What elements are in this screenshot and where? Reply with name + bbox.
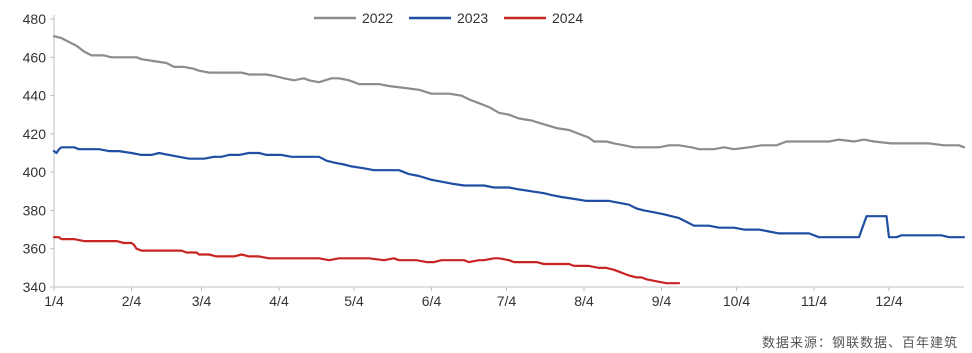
legend-label-2022: 2022 bbox=[362, 10, 393, 26]
series-layer bbox=[52, 35, 966, 285]
series-line-2023 bbox=[52, 146, 966, 239]
source-note: 数据来源：钢联数据、百年建筑 bbox=[762, 335, 958, 351]
axes-layer: 340 360 380 400 420 440 460 480 1/4 2/4 3/4 4/4 5/4 6… bbox=[23, 11, 964, 309]
x-tick-label: 3/4 bbox=[192, 293, 212, 309]
y-tick-label: 420 bbox=[23, 126, 47, 142]
x-tick-label: 1/4 bbox=[44, 293, 64, 309]
x-tick-label: 7/4 bbox=[497, 293, 517, 309]
series-line-2022 bbox=[52, 35, 966, 151]
x-tick-label: 10/4 bbox=[723, 293, 750, 309]
legend-label-2024: 2024 bbox=[552, 10, 583, 26]
y-tick-label: 480 bbox=[23, 11, 47, 27]
x-tick-label: 9/4 bbox=[652, 293, 672, 309]
y-tick-label: 360 bbox=[23, 241, 47, 257]
legend: 2022 2023 2024 bbox=[314, 10, 583, 26]
x-tick-label: 5/4 bbox=[344, 293, 364, 309]
x-tick-label: 11/4 bbox=[801, 293, 827, 309]
x-tick-label: 4/4 bbox=[269, 293, 289, 309]
series-line-2024 bbox=[52, 236, 681, 285]
legend-label-2023: 2023 bbox=[457, 10, 488, 26]
y-tick-label: 380 bbox=[23, 202, 47, 218]
x-tick-label: 6/4 bbox=[422, 293, 442, 309]
y-tick-label: 400 bbox=[23, 164, 47, 180]
x-tick-label: 2/4 bbox=[122, 293, 142, 309]
y-tick-label: 340 bbox=[23, 279, 47, 295]
y-tick-label: 440 bbox=[23, 88, 47, 104]
x-tick-label: 12/4 bbox=[875, 293, 902, 309]
y-tick-label: 460 bbox=[23, 49, 47, 65]
x-tick-label: 8/4 bbox=[574, 293, 594, 309]
